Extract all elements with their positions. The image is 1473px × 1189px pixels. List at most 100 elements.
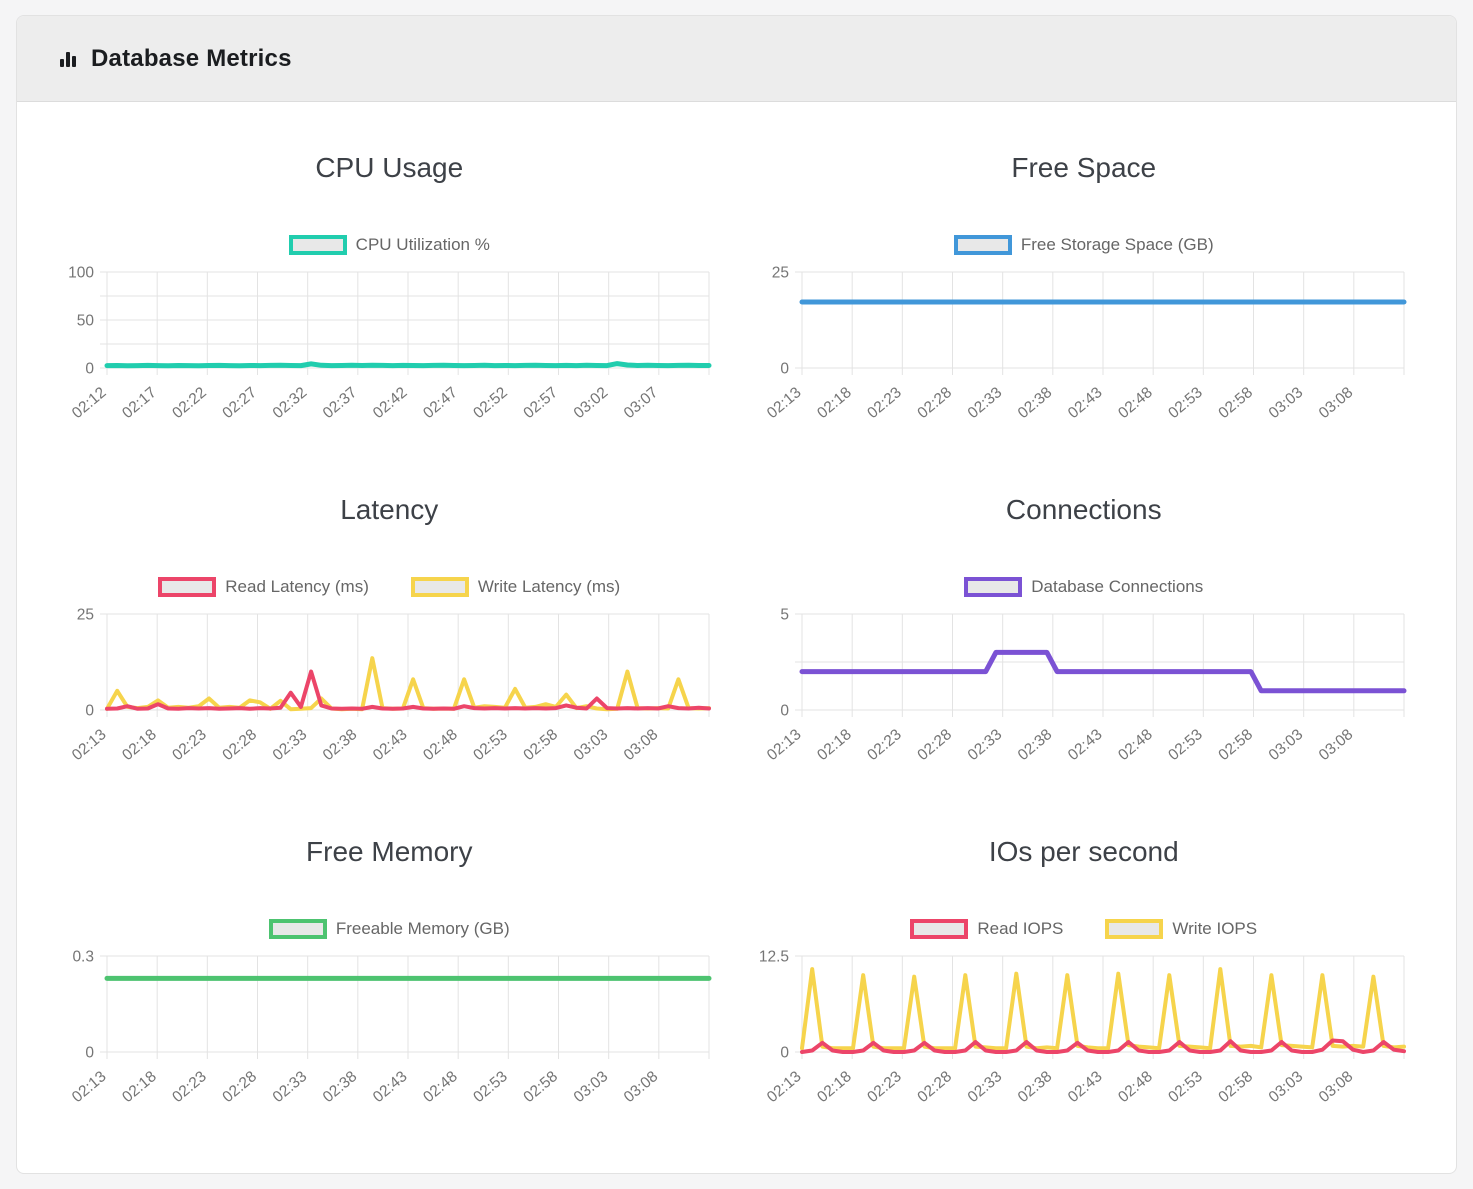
svg-text:02:33: 02:33 (270, 1068, 311, 1106)
svg-text:0.3: 0.3 (73, 949, 95, 966)
svg-text:02:53: 02:53 (470, 726, 511, 764)
svg-text:02:43: 02:43 (1065, 1068, 1106, 1106)
svg-text:02:18: 02:18 (814, 1068, 855, 1106)
svg-text:02:57: 02:57 (521, 384, 562, 422)
chart-legend: Free Storage Space (GB) (953, 232, 1214, 258)
svg-text:02:33: 02:33 (964, 726, 1005, 764)
svg-text:100: 100 (68, 265, 94, 282)
chart-title: Free Memory (306, 836, 473, 867)
legend-item[interactable]: Database Connections (964, 577, 1203, 597)
svg-text:03:03: 03:03 (1265, 384, 1306, 422)
svg-text:02:27: 02:27 (220, 384, 261, 422)
panel-title: Database Metrics (91, 44, 292, 72)
svg-text:02:58: 02:58 (521, 726, 562, 764)
chart-latency: Latency Read Latency (ms) Write Latency (… (57, 494, 722, 784)
svg-text:02:23: 02:23 (169, 1068, 210, 1106)
svg-text:02:38: 02:38 (1014, 726, 1055, 764)
svg-text:0: 0 (780, 703, 789, 720)
svg-text:02:13: 02:13 (69, 1068, 110, 1106)
svg-text:03:08: 03:08 (621, 1068, 662, 1106)
svg-text:02:48: 02:48 (1115, 726, 1156, 764)
svg-text:03:08: 03:08 (1315, 384, 1356, 422)
legend-item[interactable]: Free Storage Space (GB) (953, 235, 1214, 255)
legend-swatch (910, 919, 969, 939)
svg-text:02:53: 02:53 (1165, 384, 1206, 422)
svg-text:03:03: 03:03 (571, 726, 612, 764)
svg-text:0: 0 (86, 703, 95, 720)
legend-swatch (964, 577, 1023, 597)
legend-item[interactable]: Read IOPS (910, 919, 1063, 939)
svg-text:02:38: 02:38 (320, 726, 361, 764)
svg-text:02:28: 02:28 (914, 384, 955, 422)
svg-text:5: 5 (780, 607, 789, 624)
svg-text:02:58: 02:58 (1215, 384, 1256, 422)
legend-swatch (158, 577, 217, 597)
svg-text:02:58: 02:58 (521, 1068, 562, 1106)
chart-title: Free Space (1011, 152, 1157, 183)
legend-label: Free Storage Space (GB) (1020, 235, 1214, 254)
svg-text:0: 0 (780, 361, 789, 378)
svg-text:02:43: 02:43 (370, 1068, 411, 1106)
svg-text:02:18: 02:18 (119, 1068, 160, 1106)
svg-text:25: 25 (77, 607, 94, 624)
svg-text:03:03: 03:03 (1265, 1068, 1306, 1106)
svg-text:02:28: 02:28 (914, 1068, 955, 1106)
svg-text:03:07: 03:07 (621, 384, 662, 422)
svg-text:50: 50 (77, 313, 95, 330)
svg-text:02:43: 02:43 (370, 726, 411, 764)
svg-text:02:12: 02:12 (69, 384, 110, 422)
svg-text:02:23: 02:23 (864, 384, 905, 422)
chart-title: CPU Usage (315, 152, 464, 183)
svg-text:02:28: 02:28 (914, 726, 955, 764)
bar-chart-icon (57, 48, 79, 70)
svg-text:03:03: 03:03 (571, 1068, 612, 1106)
svg-text:0: 0 (780, 1045, 789, 1062)
svg-text:0: 0 (86, 1045, 95, 1062)
chart-ios-per-second: IOs per second Read IOPS Write IOPS 0 12.5… (752, 836, 1417, 1126)
svg-text:02:38: 02:38 (1014, 1068, 1055, 1106)
legend-swatch (268, 919, 327, 939)
svg-text:02:47: 02:47 (420, 384, 461, 422)
svg-text:02:33: 02:33 (964, 1068, 1005, 1106)
svg-text:02:37: 02:37 (320, 384, 361, 422)
legend-label: Freeable Memory (GB) (335, 919, 510, 938)
legend-item[interactable]: CPU Utilization % (288, 235, 490, 255)
legend-item[interactable]: Read Latency (ms) (158, 577, 369, 597)
chart-legend: Freeable Memory (GB) (268, 916, 510, 942)
svg-text:02:53: 02:53 (1165, 1068, 1206, 1106)
database-metrics-panel: Database Metrics CPU Usage CPU Utilizati… (16, 15, 1457, 1174)
legend-item[interactable]: Write Latency (ms) (410, 577, 621, 597)
svg-text:02:38: 02:38 (1014, 384, 1055, 422)
svg-text:02:28: 02:28 (220, 1068, 261, 1106)
svg-text:02:23: 02:23 (864, 1068, 905, 1106)
svg-text:02:43: 02:43 (1065, 384, 1106, 422)
chart-legend: CPU Utilization % (288, 232, 490, 258)
svg-text:02:38: 02:38 (320, 1068, 361, 1106)
svg-text:02:13: 02:13 (764, 726, 805, 764)
legend-item[interactable]: Freeable Memory (GB) (268, 919, 510, 939)
chart-legend: Read IOPS Write IOPS (910, 916, 1257, 942)
svg-text:02:13: 02:13 (764, 1068, 805, 1106)
chart-free-space: Free Space Free Storage Space (GB) 0 25 02… (752, 152, 1417, 442)
legend-item[interactable]: Write IOPS (1105, 919, 1257, 939)
chart-title: IOs per second (988, 836, 1179, 867)
legend-label: Database Connections (1031, 577, 1204, 596)
svg-text:02:48: 02:48 (1115, 1068, 1156, 1106)
svg-text:12.5: 12.5 (759, 949, 789, 966)
svg-text:02:18: 02:18 (119, 726, 160, 764)
legend-label: CPU Utilization % (355, 235, 490, 254)
legend-label: Write Latency (ms) (477, 577, 621, 596)
svg-text:02:53: 02:53 (470, 1068, 511, 1106)
svg-text:02:58: 02:58 (1215, 1068, 1256, 1106)
legend-swatch (1105, 919, 1164, 939)
svg-text:02:23: 02:23 (864, 726, 905, 764)
chart-legend: Read Latency (ms) Write Latency (ms) (158, 574, 620, 600)
svg-text:25: 25 (772, 265, 789, 282)
svg-text:03:03: 03:03 (1265, 726, 1306, 764)
svg-text:02:18: 02:18 (814, 384, 855, 422)
svg-text:02:22: 02:22 (169, 384, 210, 422)
